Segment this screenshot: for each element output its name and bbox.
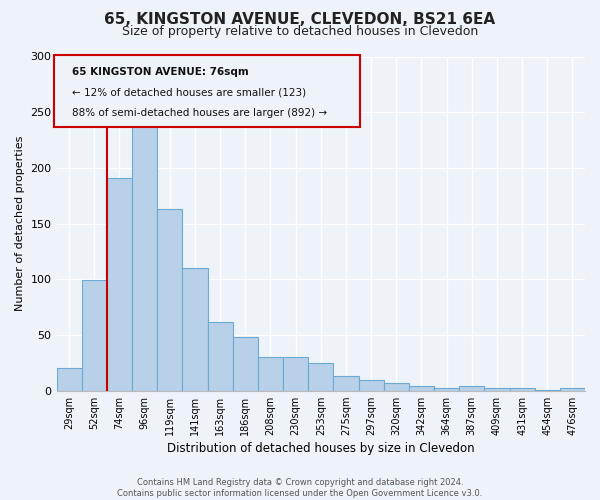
Bar [409, 386, 434, 390]
Bar [157, 209, 182, 390]
Bar [182, 268, 208, 390]
Bar [359, 380, 383, 390]
FancyBboxPatch shape [54, 55, 361, 127]
Bar [107, 178, 132, 390]
Bar [484, 388, 509, 390]
Bar [434, 388, 459, 390]
Text: Size of property relative to detached houses in Clevedon: Size of property relative to detached ho… [122, 25, 478, 38]
Bar [82, 280, 107, 390]
Bar [383, 383, 409, 390]
Text: Contains HM Land Registry data © Crown copyright and database right 2024.
Contai: Contains HM Land Registry data © Crown c… [118, 478, 482, 498]
Bar [283, 358, 308, 390]
Text: 65 KINGSTON AVENUE: 76sqm: 65 KINGSTON AVENUE: 76sqm [73, 66, 249, 76]
Bar [308, 363, 334, 390]
Text: 88% of semi-detached houses are larger (892) →: 88% of semi-detached houses are larger (… [73, 108, 328, 118]
Bar [509, 388, 535, 390]
Bar [132, 121, 157, 390]
Bar [258, 358, 283, 390]
Bar [208, 322, 233, 390]
Bar [334, 376, 359, 390]
Bar [560, 388, 585, 390]
Text: ← 12% of detached houses are smaller (123): ← 12% of detached houses are smaller (12… [73, 87, 307, 97]
X-axis label: Distribution of detached houses by size in Clevedon: Distribution of detached houses by size … [167, 442, 475, 455]
Y-axis label: Number of detached properties: Number of detached properties [15, 136, 25, 312]
Text: 65, KINGSTON AVENUE, CLEVEDON, BS21 6EA: 65, KINGSTON AVENUE, CLEVEDON, BS21 6EA [104, 12, 496, 28]
Bar [56, 368, 82, 390]
Bar [233, 337, 258, 390]
Bar [459, 386, 484, 390]
